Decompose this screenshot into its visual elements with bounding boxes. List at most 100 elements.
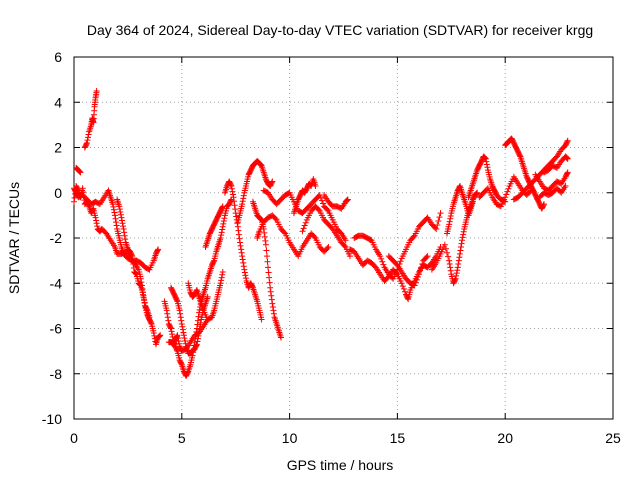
data-point — [258, 316, 265, 323]
data-point — [379, 258, 386, 265]
data-point — [417, 267, 424, 274]
data-point — [436, 214, 443, 221]
data-point — [435, 218, 442, 225]
data-point — [93, 220, 100, 227]
data-point — [564, 170, 571, 177]
data-point — [315, 206, 322, 213]
data-point — [141, 297, 148, 304]
data-point — [155, 246, 162, 253]
data-point — [324, 245, 331, 252]
data-point — [454, 264, 461, 271]
data-point — [481, 154, 488, 161]
data-point — [437, 210, 444, 217]
data-point — [80, 189, 87, 196]
data-point — [249, 283, 256, 290]
data-point — [264, 258, 271, 265]
data-point — [76, 168, 83, 175]
data-point — [218, 277, 225, 284]
data-point — [424, 253, 431, 260]
data-point — [180, 329, 187, 336]
data-point — [263, 247, 270, 254]
data-point — [121, 229, 128, 236]
data-point — [79, 185, 86, 192]
data-point — [268, 292, 275, 299]
x-tick-label: 0 — [70, 430, 78, 446]
data-point — [83, 141, 90, 148]
data-point — [219, 268, 226, 275]
data-point — [564, 169, 571, 176]
data-point — [299, 228, 306, 235]
data-point — [219, 204, 226, 211]
x-tick-label: 15 — [390, 430, 406, 446]
data-point — [414, 274, 421, 281]
x-tick-label: 20 — [497, 430, 513, 446]
data-point — [447, 264, 454, 271]
data-point — [344, 196, 351, 203]
data-point — [442, 245, 449, 252]
data-point — [218, 274, 225, 281]
data-point — [119, 220, 126, 227]
data-point — [265, 264, 272, 271]
data-point — [130, 264, 137, 271]
data-point — [302, 219, 309, 226]
data-point — [111, 209, 118, 216]
y-tick-label: -2 — [50, 230, 63, 246]
y-tick-label: 2 — [54, 140, 62, 156]
data-point — [220, 220, 227, 227]
x-tick-label: 5 — [178, 430, 186, 446]
data-point — [177, 310, 184, 317]
data-point — [217, 235, 224, 241]
y-axis-label: SDTVAR / TECUs — [6, 182, 22, 294]
data-point — [377, 253, 384, 260]
data-point — [233, 213, 240, 220]
data-point — [146, 314, 153, 321]
data-point — [341, 242, 348, 249]
data-point — [232, 206, 239, 213]
data-point — [311, 233, 318, 240]
data-point — [231, 198, 238, 205]
data-point — [312, 182, 319, 189]
data-point — [262, 237, 269, 244]
data-point — [269, 300, 276, 307]
data-point — [267, 288, 274, 295]
data-point — [121, 232, 128, 239]
data-point — [455, 261, 462, 268]
data-point — [163, 307, 170, 314]
data-point — [418, 264, 425, 271]
data-point — [217, 280, 224, 287]
data-point — [164, 310, 171, 317]
data-point — [175, 335, 182, 342]
data-point — [261, 229, 268, 236]
data-point — [157, 332, 164, 339]
data-point — [210, 258, 217, 265]
data-point — [242, 272, 249, 279]
data-point — [300, 225, 307, 232]
data-point — [120, 225, 127, 232]
data-point — [110, 206, 117, 213]
data-point — [447, 212, 454, 219]
data-point — [258, 216, 265, 223]
data-point — [218, 229, 225, 236]
data-point — [150, 330, 157, 337]
data-point — [262, 241, 269, 248]
data-point — [118, 217, 125, 224]
data-point — [219, 226, 226, 233]
data-point — [412, 279, 419, 286]
data-point — [235, 231, 242, 238]
data-point — [109, 201, 116, 208]
data-point — [169, 331, 176, 338]
data-point — [132, 270, 139, 277]
data-point — [261, 233, 268, 240]
data-point — [318, 197, 325, 204]
data-point — [85, 134, 92, 141]
data-point — [277, 334, 284, 341]
data-point — [151, 332, 158, 339]
data-point — [219, 271, 226, 278]
data-point — [193, 342, 200, 349]
data-point — [238, 246, 245, 253]
data-point — [270, 307, 277, 314]
data-point — [182, 337, 189, 344]
data-point — [168, 325, 175, 332]
data-point — [177, 314, 184, 321]
